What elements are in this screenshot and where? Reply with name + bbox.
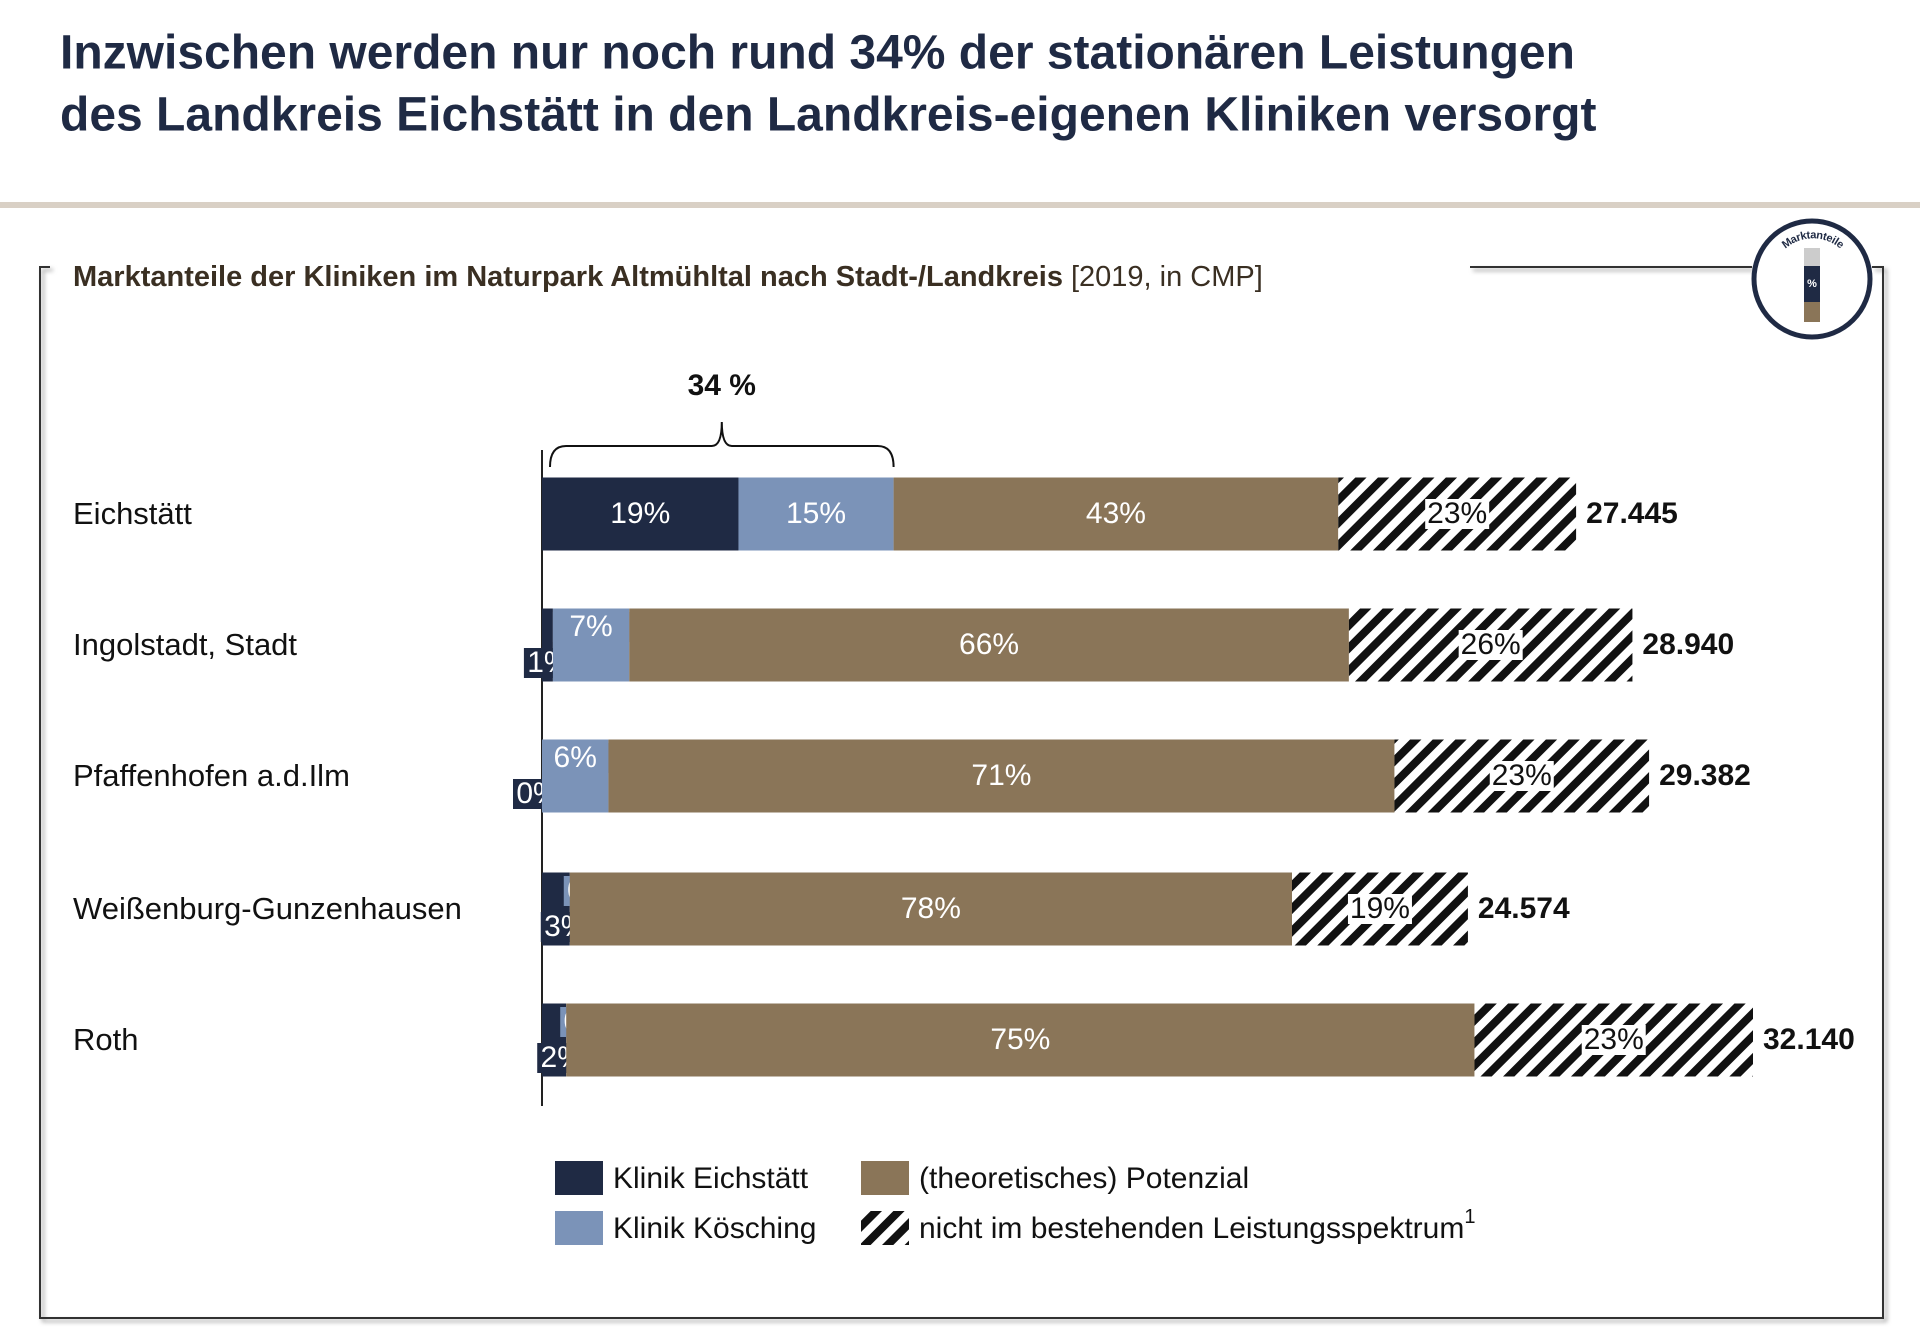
bar-segment [542,608,553,682]
bar-segment [608,739,1395,813]
total-label: 28.940 [1642,628,1734,661]
value-label: 66% [959,628,1019,661]
label-bg [552,612,630,642]
legend-name: nicht im bestehenden Leistungsspektrum [919,1212,1464,1245]
subtitle-main: Marktanteile der Kliniken im Naturpark A… [73,261,1063,293]
total-label: 32.140 [1763,1023,1855,1056]
legend-label: Klinik Kösching [613,1212,816,1245]
title-line: Inzwischen werden nur noch rund 34% der … [60,27,1575,80]
legend-swatch [555,1161,603,1195]
bar-segment [542,477,739,551]
bar-segment [569,872,1292,946]
legend-name: Klinik Kösching [613,1212,816,1245]
subtitle: Marktanteile der Kliniken im Naturpark A… [73,261,1263,293]
category-label: Roth [73,1022,138,1057]
bar-segment [566,1003,1475,1077]
legend-superscript: 1 [1464,1206,1475,1228]
category-label: Ingolstadt, Stadt [73,627,297,662]
separator [0,202,1920,208]
category-label: Weißenburg-Gunzenhausen [73,891,462,926]
value-label: 7% [569,610,612,643]
frame [39,266,1884,1319]
value-label: 43% [1086,497,1146,530]
bar-segment [738,477,894,551]
legend-swatch [555,1211,603,1245]
total-label: 29.382 [1659,759,1751,792]
label-bg [1581,1025,1646,1055]
legend-label: (theoretisches) Potenzial [919,1162,1249,1195]
value-label: 71% [971,759,1031,792]
value-label: 23% [1584,1023,1644,1056]
badge-symbol: % [1807,278,1817,290]
bar-segment [893,477,1339,551]
legend-name: (theoretisches) Potenzial [919,1162,1249,1195]
legend-label: nicht im bestehenden Leistungsspektrum1 [919,1206,1475,1245]
value-label: 23% [1427,497,1487,530]
badge: Marktanteile % [1751,218,1873,340]
title-line: des Landkreis Eichstätt in den Landkreis… [60,89,1596,142]
value-label: 6% [554,741,597,774]
label-bg [1458,630,1523,660]
legend-label: Klinik Eichstätt [613,1162,809,1195]
value-label: 15% [786,497,846,530]
label-bg [542,743,609,773]
value-label: 23% [1492,759,1552,792]
value-label: 75% [990,1023,1050,1056]
label-bg [1425,499,1490,529]
total-label: 24.574 [1478,892,1570,925]
label-bg [1489,761,1554,791]
subtitle-unit: [2019, in CMP] [1071,261,1263,293]
value-label: 19% [610,497,670,530]
value-label: 78% [901,892,961,925]
label-bg [1347,894,1412,924]
category-label: Eichstätt [73,496,192,531]
value-label: 19% [1350,892,1410,925]
value-label: 26% [1461,628,1521,661]
annotation: 34 % [688,369,756,402]
category-label: Pfaffenhofen a.d.Ilm [73,758,350,793]
legend-swatch [861,1161,909,1195]
legend-swatch [861,1211,909,1245]
bar-segment [629,608,1349,682]
total-label: 27.445 [1586,497,1678,530]
brace [549,421,895,468]
legend-name: Klinik Eichstätt [613,1162,809,1195]
